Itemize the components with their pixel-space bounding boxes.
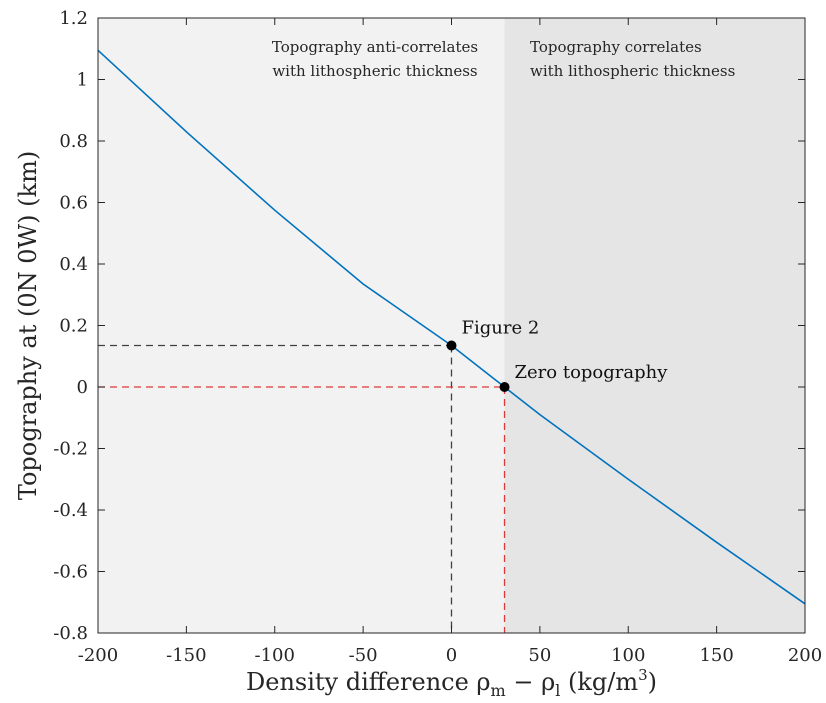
region-label-1-line1: Topography correlates (530, 38, 702, 56)
axis-ticks (97, 17, 806, 634)
x-tick-label-5: 50 (528, 645, 551, 666)
x-tick-label-6: 100 (611, 645, 645, 666)
y-tick-label-9: 1 (77, 70, 88, 91)
x-axis-title-unit: (kg/m (560, 668, 638, 696)
series-lines (97, 49, 806, 605)
y-axis-title: Topography at (0N 0W) (km) (14, 151, 42, 500)
point-marker-1 (499, 382, 510, 392)
x-tick-label-3: -50 (349, 645, 378, 666)
x-axis-title-sup: 3 (638, 666, 648, 684)
point-label-1: Zero topography (515, 362, 669, 383)
shaded-regions (98, 18, 805, 633)
x-axis-title-sub-l: l (555, 681, 560, 700)
x-tick-label-1: -150 (166, 645, 206, 666)
y-tick-labels: -0.8 -0.6 -0.4 -0.2 0 0.2 0.4 0.6 0.8 1 1.2 (53, 8, 88, 644)
y-tick-label-0: -0.8 (53, 623, 88, 644)
x-axis-title: Density difference ρm − ρl (kg/m3) (246, 666, 657, 700)
region-label-0-line2: with lithospheric thickness (272, 62, 477, 80)
y-tick-label-3: -0.2 (53, 439, 88, 460)
x-tick-label-2: -100 (255, 645, 295, 666)
x-tick-labels: -200 -150 -100 -50 0 50 100 150 200 (78, 645, 822, 666)
y-tick-label-5: 0.2 (59, 316, 88, 337)
series-line-0 (97, 49, 806, 605)
y-tick-label-4: 0 (77, 377, 88, 398)
x-axis-title-minus: − ρ (506, 668, 555, 696)
point-label-0: Figure 2 (462, 317, 540, 338)
x-tick-label-8: 200 (788, 645, 822, 666)
guide-lines (98, 344, 506, 633)
y-tick-label-7: 0.6 (59, 193, 88, 214)
y-tick-label-2: -0.4 (53, 500, 88, 521)
region-1 (504, 18, 805, 633)
region-labels: Topography anti-correlates with lithosphe… (272, 38, 735, 80)
x-axis-title-close: ) (648, 668, 657, 696)
x-axis-title-main: Density difference ρ (246, 668, 491, 696)
region-0 (98, 18, 505, 633)
point-marker-0 (446, 340, 457, 351)
y-tick-label-10: 1.2 (59, 8, 88, 29)
y-tick-label-8: 0.8 (59, 131, 88, 152)
x-axis-title-sub-m: m (491, 681, 506, 700)
x-tick-label-7: 150 (699, 645, 733, 666)
y-tick-label-6: 0.4 (59, 254, 88, 275)
x-tick-label-4: 0 (446, 645, 457, 666)
region-label-0-line1: Topography anti-correlates (272, 38, 478, 56)
marked-points: Figure 2 Zero topography (446, 317, 669, 392)
region-label-1-line2: with lithospheric thickness (530, 62, 735, 80)
x-tick-label-0: -200 (78, 645, 118, 666)
y-tick-label-1: -0.6 (53, 562, 88, 583)
